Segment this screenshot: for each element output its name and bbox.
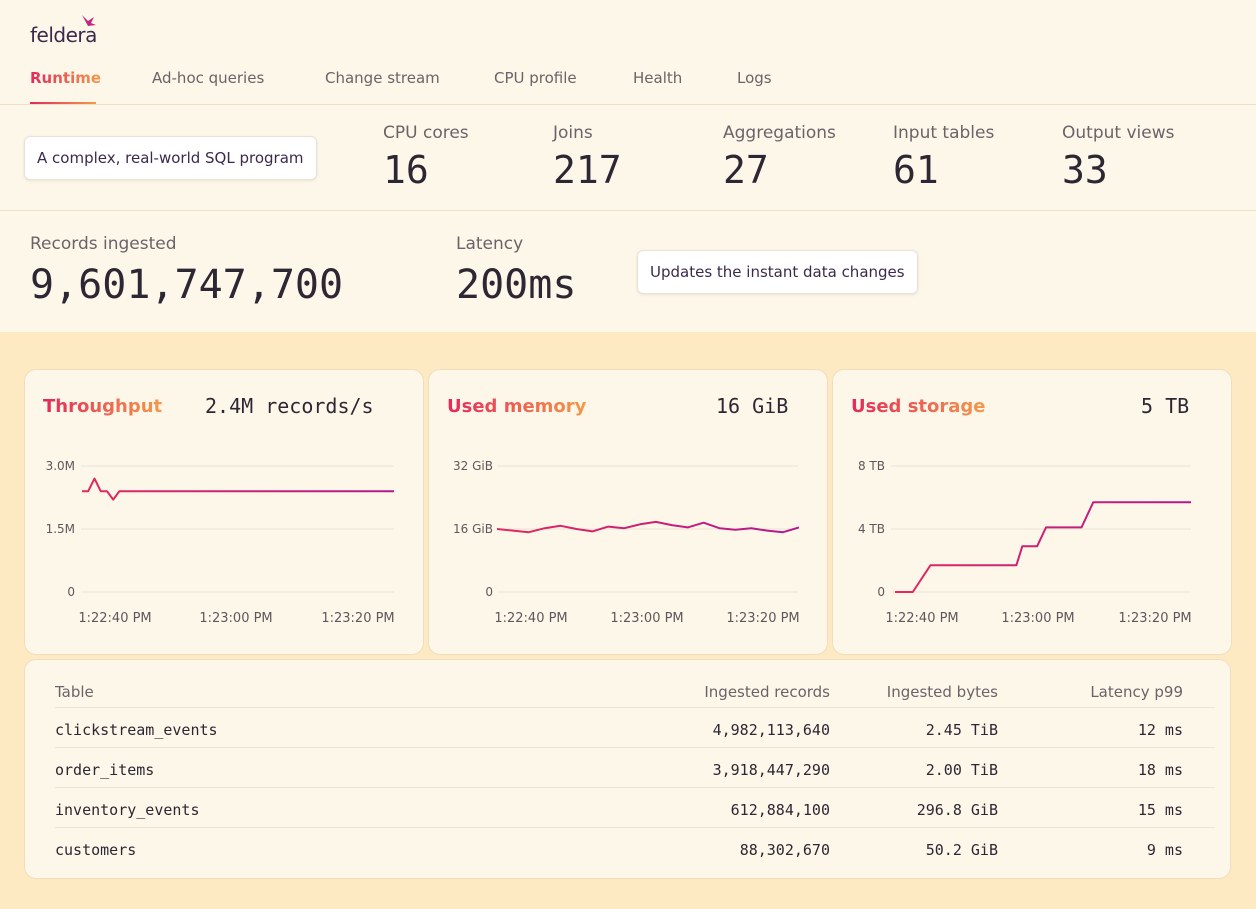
y-tick: 16 GiB <box>453 522 493 536</box>
x-tick: 1:23:00 PM <box>199 611 272 626</box>
memory-value: 16 GiB <box>716 394 789 418</box>
table-row[interactable]: clickstream_events 4,982,113,640 2.45 Ti… <box>55 709 1215 749</box>
memory-title: Used memory <box>447 396 587 417</box>
cell-table-name: clickstream_events <box>55 721 218 739</box>
cell-ingested-bytes: 2.00 TiB <box>925 761 998 779</box>
stat-aggregations-label: Aggregations <box>723 123 836 143</box>
x-tick: 1:22:40 PM <box>494 611 567 626</box>
cell-ingested-records: 4,982,113,640 <box>712 721 830 739</box>
x-tick: 1:22:40 PM <box>78 611 151 626</box>
cell-latency-p99: 12 ms <box>1137 721 1183 739</box>
throughput-value: 2.4M records/s <box>205 394 374 418</box>
tab-ad-hoc-queries[interactable]: Ad-hoc queries <box>152 69 265 87</box>
tab-change-stream[interactable]: Change stream <box>325 69 440 87</box>
storage-card: Used storage 5 TB 8 TB 4 TB 0 1:22:40 PM… <box>832 369 1232 655</box>
row-divider <box>55 707 1215 708</box>
cell-ingested-bytes: 50.2 GiB <box>925 841 998 859</box>
tab-cpu-profile[interactable]: CPU profile <box>494 69 577 87</box>
storage-title: Used storage <box>851 396 986 417</box>
throughput-chart: 3.0M 1.5M 0 1:22:40 PM 1:23:00 PM 1:23:2… <box>46 459 395 626</box>
y-tick: 0 <box>485 585 493 599</box>
stat-joins-label: Joins <box>553 123 593 143</box>
throughput-title: Throughput <box>43 396 163 417</box>
memory-card: Used memory 16 GiB 32 GiB 16 GiB 0 1:22:… <box>428 369 828 655</box>
table-row[interactable]: inventory_events 612,884,100 296.8 GiB 1… <box>55 789 1215 829</box>
column-header-ingested-bytes[interactable]: Ingested bytes <box>886 683 998 701</box>
x-tick: 1:23:00 PM <box>1001 611 1074 626</box>
program-description-chip: A complex, real-world SQL program <box>24 136 317 180</box>
column-header-latency-p99[interactable]: Latency p99 <box>1090 683 1183 701</box>
x-tick: 1:23:20 PM <box>726 611 799 626</box>
cell-ingested-records: 3,918,447,290 <box>712 761 830 779</box>
series-line <box>895 501 1191 593</box>
cell-ingested-bytes: 296.8 GiB <box>916 801 998 819</box>
row-divider <box>615 827 1215 828</box>
tab-health[interactable]: Health <box>633 69 683 87</box>
latency-value: 200ms <box>456 262 577 308</box>
column-header-ingested-records[interactable]: Ingested records <box>704 683 830 701</box>
memory-chart: 32 GiB 16 GiB 0 1:22:40 PM 1:23:00 PM 1:… <box>453 459 800 626</box>
cell-latency-p99: 15 ms <box>1137 801 1183 819</box>
cell-latency-p99: 18 ms <box>1137 761 1183 779</box>
stat-input-tables-value: 61 <box>893 148 939 192</box>
y-tick: 32 GiB <box>453 459 493 473</box>
cell-table-name: inventory_events <box>55 801 200 819</box>
x-tick: 1:23:20 PM <box>321 611 394 626</box>
y-tick: 0 <box>67 585 75 599</box>
y-tick: 0 <box>877 585 885 599</box>
stat-output-views-label: Output views <box>1062 123 1175 143</box>
storage-chart: 8 TB 4 TB 0 1:22:40 PM 1:23:00 PM 1:23:2… <box>858 459 1192 626</box>
tab-logs[interactable]: Logs <box>737 69 772 87</box>
stat-cpu-cores-label: CPU cores <box>383 123 469 143</box>
active-tab-indicator <box>30 102 96 104</box>
x-tick: 1:22:40 PM <box>885 611 958 626</box>
feldera-logo[interactable]: feldera <box>30 13 100 47</box>
cell-table-name: customers <box>55 841 137 859</box>
records-ingested-value: 9,601,747,700 <box>30 262 344 308</box>
series-line <box>82 477 394 501</box>
cell-table-name: order_items <box>55 761 155 779</box>
y-tick: 8 TB <box>858 459 885 473</box>
row-divider <box>55 787 1215 788</box>
cell-ingested-records: 88,302,670 <box>739 841 830 859</box>
y-tick: 4 TB <box>858 522 885 536</box>
table-row[interactable]: customers 88,302,670 50.2 GiB 9 ms <box>55 829 1215 869</box>
stat-cpu-cores-value: 16 <box>383 148 429 192</box>
storage-value: 5 TB <box>1141 394 1190 418</box>
stat-input-tables-label: Input tables <box>893 123 995 143</box>
tab-runtime[interactable]: Runtime <box>30 69 102 87</box>
tab-bar: Runtime Ad-hoc queries Change stream CPU… <box>0 58 1256 105</box>
latency-label: Latency <box>456 234 524 254</box>
y-tick: 3.0M <box>46 459 75 473</box>
column-header-table[interactable]: Table <box>55 683 94 701</box>
ingestion-table: Table Ingested records Ingested bytes La… <box>24 659 1231 879</box>
series-line <box>496 520 800 534</box>
brand-name: feldera <box>30 23 97 47</box>
cell-ingested-records: 612,884,100 <box>730 801 830 819</box>
throughput-card: Throughput 2.4M records/s 3.0M 1.5M 0 1:… <box>24 369 424 655</box>
row-divider <box>55 827 615 828</box>
stat-output-views-value: 33 <box>1062 148 1108 192</box>
row-divider <box>55 747 1215 748</box>
cell-latency-p99: 9 ms <box>1146 841 1183 859</box>
latency-description-chip: Updates the instant data changes <box>637 250 918 294</box>
x-tick: 1:23:20 PM <box>1118 611 1191 626</box>
x-tick: 1:23:00 PM <box>610 611 683 626</box>
runtime-header: feldera Runtime Ad-hoc queries Change st… <box>0 0 1256 332</box>
cell-ingested-bytes: 2.45 TiB <box>925 721 998 739</box>
records-ingested-label: Records ingested <box>30 234 177 254</box>
table-row[interactable]: order_items 3,918,447,290 2.00 TiB 18 ms <box>55 749 1215 789</box>
stat-aggregations-value: 27 <box>723 148 769 192</box>
stat-joins-value: 217 <box>553 148 622 192</box>
divider <box>0 210 1256 211</box>
y-tick: 1.5M <box>46 522 75 536</box>
bird-icon <box>82 15 96 26</box>
